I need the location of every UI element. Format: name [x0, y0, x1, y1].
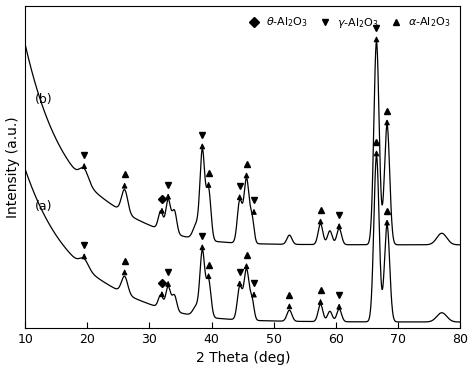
Text: (a): (a): [35, 200, 52, 213]
Y-axis label: Intensity (a.u.): Intensity (a.u.): [6, 116, 19, 218]
Text: (b): (b): [35, 93, 52, 106]
X-axis label: 2 Theta (deg): 2 Theta (deg): [196, 351, 290, 365]
Legend: $\theta$-Al$_2$O$_3$, $\gamma$-Al$_2$O$_3$, $\alpha$-Al$_2$O$_3$: $\theta$-Al$_2$O$_3$, $\gamma$-Al$_2$O$_…: [238, 11, 455, 34]
